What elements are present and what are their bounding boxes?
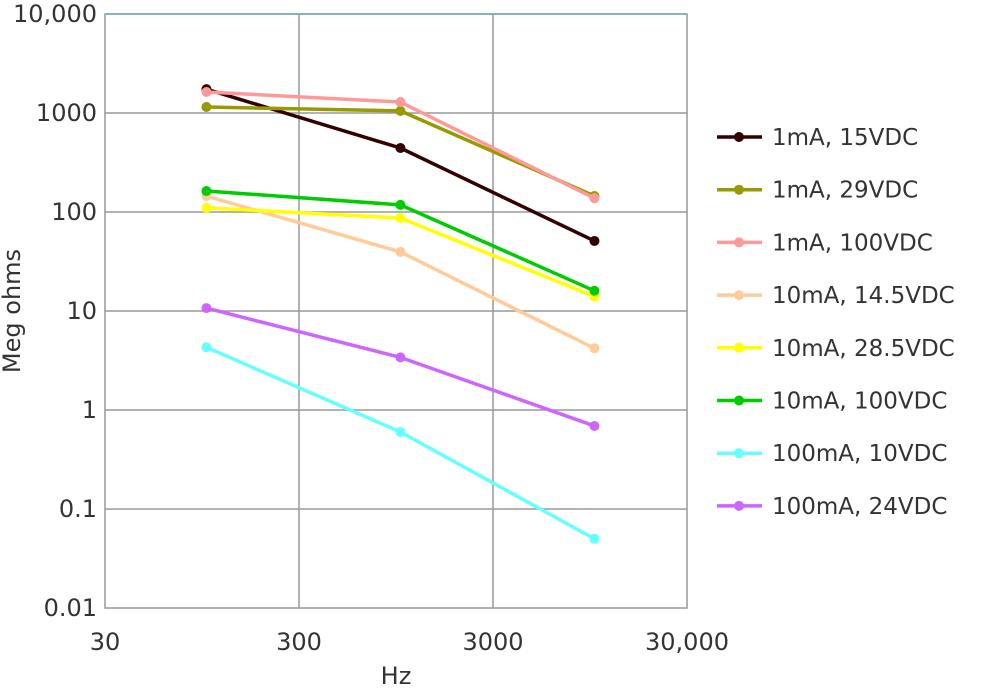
data-point [201, 101, 212, 112]
legend-marker [734, 290, 744, 301]
data-point [395, 212, 406, 223]
data-point [201, 342, 212, 353]
data-point [395, 105, 406, 116]
y-tick-label: 100 [51, 198, 97, 226]
y-tick-label: 0.01 [44, 594, 97, 622]
data-point [589, 420, 600, 431]
tick-labels: 30 300 3000 30,000 0.01 0.1 1 10 100 1000 10,000 [13, 0, 729, 656]
legend-marker [734, 184, 744, 195]
x-tick-label: 3000 [462, 628, 523, 656]
y-tick-label: 1 [82, 396, 97, 424]
legend-marker [734, 132, 744, 142]
data-point [589, 235, 600, 246]
legend-label: 1mA, 15VDC [772, 125, 918, 151]
legend-item: 10mA, 28.5VDC [717, 336, 955, 362]
data-point [395, 97, 406, 108]
y-tick-label: 1000 [36, 99, 97, 127]
legend-marker [734, 395, 744, 406]
y-tick-label: 10 [66, 297, 97, 325]
data-point [395, 199, 406, 210]
legend-marker [734, 448, 744, 459]
legend-marker [734, 342, 744, 353]
series-5 [201, 185, 600, 296]
data-point [201, 185, 212, 196]
x-tick-label: 300 [276, 628, 322, 656]
legend-item: 100mA, 24VDC [717, 494, 947, 520]
legend-item: 10mA, 100VDC [717, 389, 947, 415]
series-2 [201, 86, 600, 204]
legend-label: 10mA, 100VDC [772, 389, 947, 415]
series-7 [201, 303, 600, 431]
data-point [395, 352, 406, 363]
data-point [395, 426, 406, 437]
y-tick-label: 10,000 [13, 0, 97, 28]
legend-label: 100mA, 24VDC [772, 494, 947, 520]
legend-marker [734, 237, 744, 248]
y-axis-label: Meg ohms [0, 249, 26, 373]
legend-item: 1mA, 15VDC [717, 125, 918, 151]
legend-item: 1mA, 100VDC [717, 230, 933, 256]
legend-item: 1mA, 29VDC [717, 178, 918, 204]
x-tick-label: 30,000 [645, 628, 729, 656]
data-point [589, 533, 600, 544]
data-point [201, 202, 212, 213]
series-layer [201, 84, 600, 544]
legend-item: 100mA, 10VDC [717, 441, 947, 467]
series-6 [201, 342, 600, 544]
legend-item: 10mA, 14.5VDC [717, 283, 955, 309]
x-axis-label: Hz [381, 662, 412, 688]
data-point [201, 86, 212, 97]
data-point [201, 303, 212, 314]
legend: 1mA, 15VDC 1mA, 29VDC 1mA, 100VDC 10mA, 14.… [717, 125, 955, 520]
data-point [589, 193, 600, 204]
y-tick-label: 0.1 [59, 495, 97, 523]
legend-marker [734, 500, 744, 511]
legend-label: 1mA, 29VDC [772, 178, 918, 204]
legend-label: 100mA, 10VDC [772, 441, 947, 467]
legend-label: 10mA, 28.5VDC [772, 336, 955, 362]
legend-label: 10mA, 14.5VDC [772, 283, 955, 309]
data-point [589, 285, 600, 296]
data-point [395, 246, 406, 257]
data-point [589, 343, 600, 354]
data-point [395, 143, 406, 154]
x-tick-label: 30 [90, 628, 121, 656]
legend-label: 1mA, 100VDC [772, 230, 933, 256]
